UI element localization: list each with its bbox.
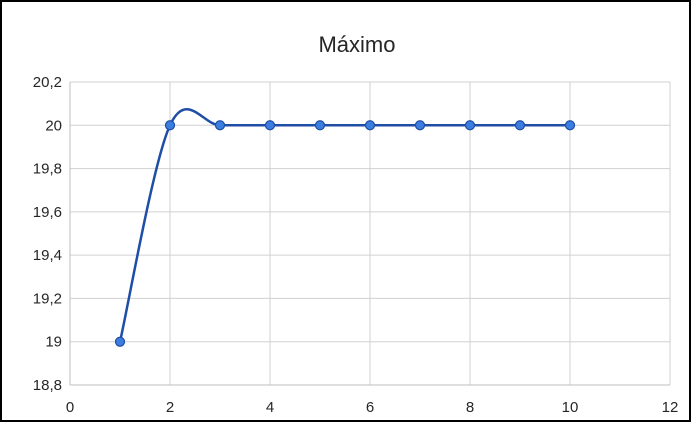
data-point — [514, 120, 526, 131]
x-tick-label: 12 — [662, 399, 679, 416]
y-tick-label: 19,6 — [33, 204, 62, 221]
data-point — [314, 120, 326, 131]
y-tick-label: 19,8 — [33, 161, 62, 178]
data-point — [364, 120, 376, 131]
x-tick-label: 8 — [466, 399, 474, 416]
y-tick-label: 19 — [45, 334, 62, 351]
series-points — [114, 120, 576, 347]
y-tick-label: 19,4 — [33, 247, 62, 264]
x-tick-label: 6 — [366, 399, 374, 416]
x-tick-label: 0 — [66, 399, 74, 416]
x-tick-label: 10 — [562, 399, 579, 416]
y-axis-ticks: 20,2 20 19,8 19,6 19,4 19,2 19 18,8 — [33, 74, 62, 394]
data-point — [464, 120, 476, 131]
data-point — [164, 120, 176, 131]
data-point — [564, 120, 576, 131]
x-axis-ticks: 0 2 4 6 8 10 12 — [66, 399, 679, 416]
x-tick-label: 2 — [166, 399, 174, 416]
y-tick-label: 20 — [45, 117, 62, 134]
y-tick-label: 20,2 — [33, 74, 62, 91]
series-lines — [118, 108, 570, 342]
chart-title: Máximo — [318, 32, 395, 57]
data-point — [114, 336, 126, 347]
data-point — [214, 120, 226, 131]
y-tick-label: 18,8 — [33, 377, 62, 394]
y-tick-label: 19,2 — [33, 290, 62, 307]
series-line — [118, 108, 570, 342]
x-tick-label: 4 — [266, 399, 274, 416]
data-point — [264, 120, 276, 131]
data-point — [414, 120, 426, 131]
